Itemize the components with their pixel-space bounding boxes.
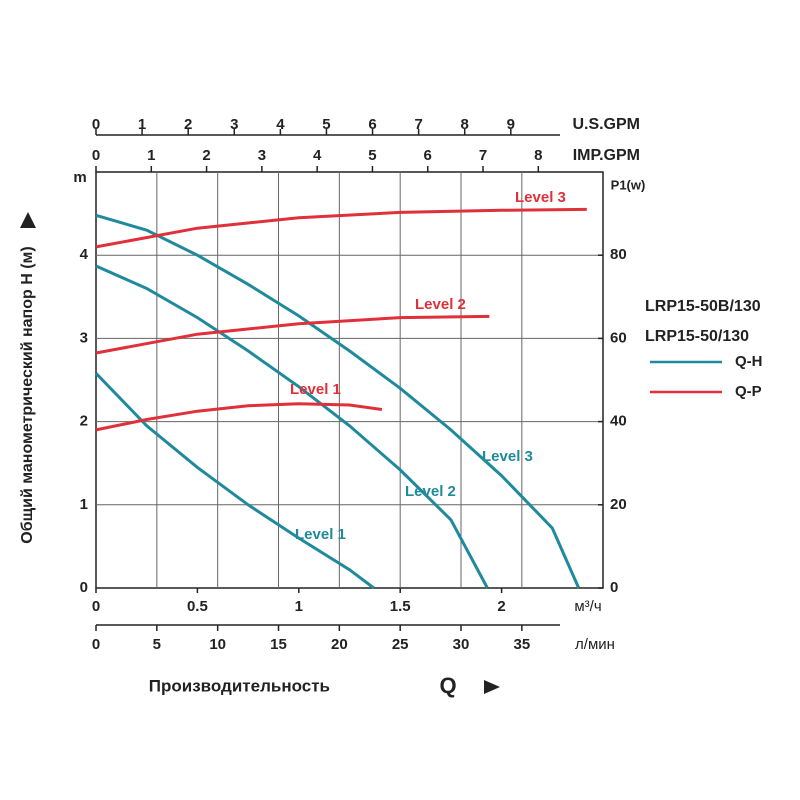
extra-tick-label: 2 bbox=[202, 147, 210, 164]
curve bbox=[95, 207, 587, 249]
extra-tick-label: 5 bbox=[153, 636, 161, 653]
legend-label: Q-H bbox=[735, 353, 763, 370]
series-label: Level 3 bbox=[515, 189, 566, 206]
series-label: Level 2 bbox=[405, 483, 456, 500]
y2-tick-label: 20 bbox=[610, 496, 627, 513]
extra-axis-label: IMP.GPM bbox=[573, 147, 640, 164]
x-symbol: Q bbox=[439, 673, 456, 698]
y-tick-label: 1 bbox=[80, 496, 88, 513]
extra-tick-label: 20 bbox=[331, 636, 348, 653]
x-tick-label: 1 bbox=[295, 598, 303, 615]
plot-frame bbox=[95, 171, 604, 589]
extra-tick-label: 2 bbox=[184, 116, 192, 133]
y2-tick-label: 60 bbox=[610, 329, 627, 346]
extra-tick-label: 5 bbox=[368, 147, 376, 164]
x-tick-label: 2 bbox=[497, 598, 505, 615]
x-tick-label: 0 bbox=[92, 598, 100, 615]
model: LRP15-50B/130 bbox=[645, 298, 761, 315]
y2-tick-label: 40 bbox=[610, 413, 627, 430]
curve bbox=[95, 402, 383, 432]
curve bbox=[95, 314, 490, 355]
extra-tick-label: 3 bbox=[230, 116, 238, 133]
y-arrow bbox=[20, 212, 36, 228]
series-label: Level 2 bbox=[415, 296, 466, 313]
model: LRP15-50/130 bbox=[645, 328, 749, 345]
y2-tick-label: 80 bbox=[610, 246, 627, 263]
extra-tick-label: 0 bbox=[92, 147, 100, 164]
extra-tick-label: 25 bbox=[392, 636, 409, 653]
extra-tick-label: 8 bbox=[461, 116, 469, 133]
y-tick-label: 4 bbox=[80, 246, 89, 263]
extra-tick-label: 7 bbox=[414, 116, 422, 133]
extra-tick-label: 1 bbox=[147, 147, 155, 164]
curve bbox=[95, 213, 581, 589]
extra-tick-label: 6 bbox=[424, 147, 432, 164]
y-label: Общий манометрический напор H (м) bbox=[19, 246, 36, 543]
extra-tick-label: 4 bbox=[276, 116, 285, 133]
curve bbox=[95, 264, 489, 589]
y-unit: m bbox=[73, 169, 86, 186]
y2-label: P1(w) bbox=[611, 177, 646, 192]
extra-tick-label: 5 bbox=[322, 116, 330, 133]
y-tick-label: 0 bbox=[80, 579, 88, 596]
x-label: Производительность bbox=[149, 676, 330, 695]
curve bbox=[94, 372, 375, 590]
extra-tick-label: 6 bbox=[368, 116, 376, 133]
extra-tick-label: 3 bbox=[258, 147, 266, 164]
x-tick-label: 1.5 bbox=[390, 598, 411, 615]
extra-tick-label: 15 bbox=[270, 636, 287, 653]
extra-axis-label: л/мин bbox=[575, 636, 615, 653]
extra-tick-label: 10 bbox=[209, 636, 226, 653]
series-label: Level 1 bbox=[295, 526, 346, 543]
x-arrow bbox=[484, 680, 500, 694]
y-tick-label: 2 bbox=[80, 413, 88, 430]
x-unit: м³/ч bbox=[574, 598, 601, 615]
x-tick-label: 0.5 bbox=[187, 598, 208, 615]
extra-tick-label: 7 bbox=[479, 147, 487, 164]
extra-tick-label: 8 bbox=[534, 147, 542, 164]
extra-tick-label: 30 bbox=[453, 636, 470, 653]
extra-tick-label: 35 bbox=[514, 636, 531, 653]
extra-axis-label: U.S.GPM bbox=[572, 116, 640, 133]
extra-tick-label: 0 bbox=[92, 636, 100, 653]
series-label: Level 3 bbox=[482, 448, 533, 465]
series-label: Level 1 bbox=[290, 381, 341, 398]
extra-tick-label: 4 bbox=[313, 147, 322, 164]
legend-label: Q-P bbox=[735, 383, 762, 400]
extra-tick-label: 0 bbox=[92, 116, 100, 133]
extra-tick-label: 1 bbox=[138, 116, 146, 133]
extra-tick-label: 9 bbox=[507, 116, 515, 133]
y2-tick-label: 0 bbox=[610, 579, 618, 596]
y-tick-label: 3 bbox=[80, 329, 88, 346]
